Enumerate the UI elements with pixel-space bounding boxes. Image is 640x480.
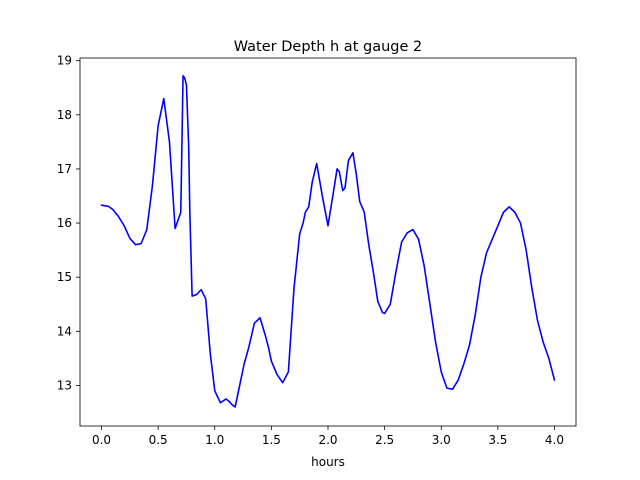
y-tick-label: 14 — [57, 324, 72, 338]
series-line-0 — [100, 75, 556, 408]
x-tick-label: 1.5 — [262, 433, 281, 447]
y-tick-label: 18 — [57, 108, 72, 122]
x-tick-label: 0.5 — [149, 433, 168, 447]
y-tick-label: 16 — [57, 216, 72, 230]
y-tick-label: 15 — [57, 270, 72, 284]
y-tick-label: 19 — [57, 54, 72, 68]
x-tick-label: 4.0 — [545, 433, 564, 447]
plot-area: 0.0 0.5 1.0 1.5 2.0 2.5 3.0 3.5 4.0 13 14 15 16 17 18 1… — [57, 54, 577, 447]
chart-title: Water Depth h at gauge 2 — [234, 39, 422, 55]
x-axis-label: hours — [311, 455, 345, 469]
x-tick-label: 2.5 — [375, 433, 394, 447]
y-tick-label: 17 — [57, 162, 72, 176]
x-tick-label: 3.0 — [432, 433, 451, 447]
x-tick-label: 1.0 — [205, 433, 224, 447]
x-tick-label: 3.5 — [488, 433, 507, 447]
x-tick-label: 2.0 — [318, 433, 337, 447]
x-tick-label: 0.0 — [92, 433, 111, 447]
y-tick-label: 13 — [57, 378, 72, 392]
